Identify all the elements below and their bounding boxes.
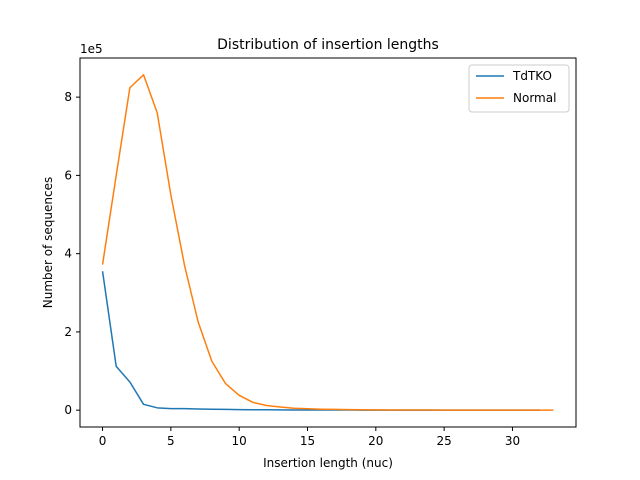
y-tick-label: 2 <box>64 325 72 339</box>
legend-label-tdtko: TdTKO <box>512 69 552 83</box>
x-tick-label: 5 <box>167 434 175 448</box>
y-tick-label: 0 <box>64 403 72 417</box>
x-tick-label: 25 <box>437 434 452 448</box>
legend-label-normal: Normal <box>513 91 556 105</box>
x-tick-label: 10 <box>232 434 247 448</box>
plot-area: 0 5 10 15 20 25 30 0 2 4 6 8 <box>64 57 577 448</box>
x-axis-ticks: 0 5 10 15 20 25 30 <box>99 427 520 448</box>
series-layer <box>101 74 554 411</box>
chart-title: Distribution of insertion lengths <box>217 37 439 53</box>
x-tick-label: 20 <box>368 434 383 448</box>
y-tick-label: 8 <box>64 90 72 104</box>
x-tick-label: 30 <box>505 434 520 448</box>
y-tick-label: 6 <box>64 168 72 182</box>
plot-frame <box>79 57 577 428</box>
y-offset-label: 1e5 <box>80 42 103 56</box>
y-tick-label: 4 <box>64 247 72 261</box>
y-axis-ticks: 0 2 4 6 8 <box>64 90 80 417</box>
x-tick-label: 15 <box>300 434 315 448</box>
x-tick-label: 0 <box>99 434 107 448</box>
legend: TdTKO Normal <box>468 64 570 113</box>
x-axis-label: Insertion length (nuc) <box>263 456 393 470</box>
y-axis-label: Number of sequences <box>41 177 55 308</box>
series-line-normal <box>101 74 554 411</box>
